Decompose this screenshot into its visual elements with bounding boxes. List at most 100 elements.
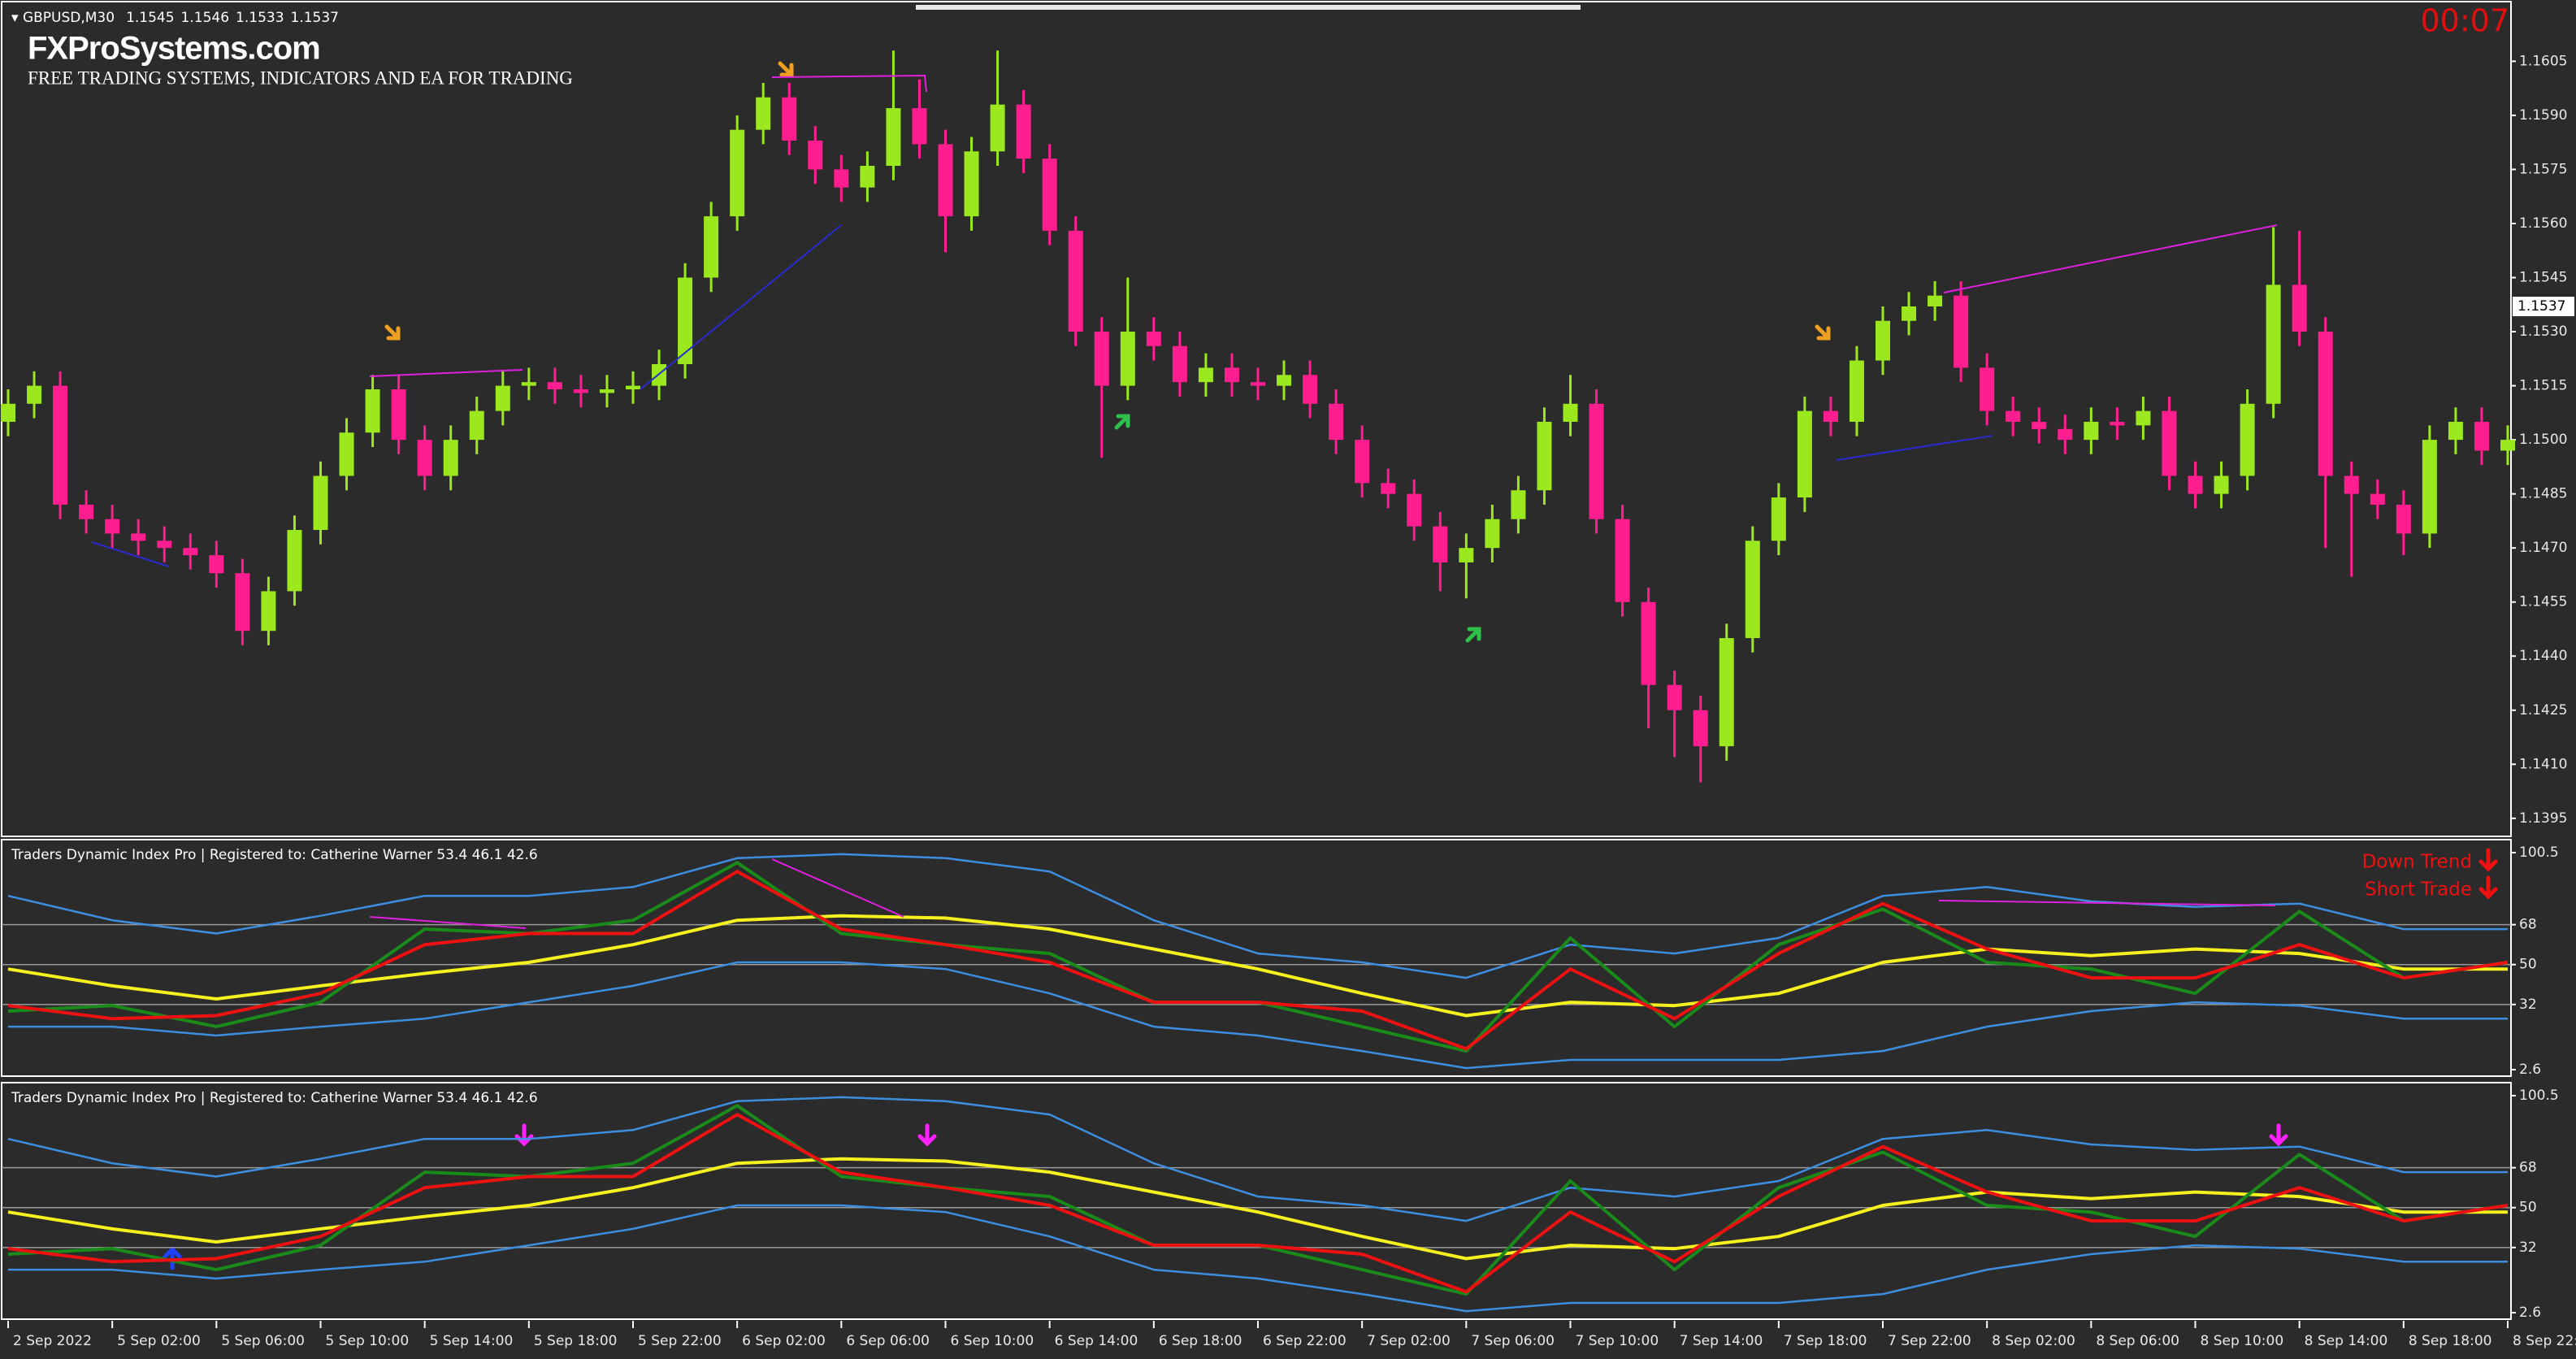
trend-line bbox=[1836, 435, 1993, 461]
symbol: ▾ GBPUSD,M30 1.1545 1.1546 1.1533 1.1537 bbox=[11, 10, 339, 26]
candle-body bbox=[521, 382, 536, 386]
panel-frame bbox=[1, 839, 2512, 1077]
y-tick-label: 2.6 bbox=[2519, 1305, 2541, 1321]
x-tick-label: 7 Sep 10:00 bbox=[1576, 1333, 1659, 1349]
indicator-line bbox=[7, 870, 2509, 1051]
candle-body bbox=[1251, 382, 1265, 386]
candle-body bbox=[1094, 332, 1109, 386]
y-tick-label: 1.1605 bbox=[2519, 53, 2567, 69]
candle-body bbox=[573, 389, 588, 393]
x-tick-label: 7 Sep 06:00 bbox=[1471, 1333, 1555, 1349]
candle-body bbox=[2266, 284, 2281, 404]
candle-body bbox=[1876, 320, 1890, 361]
y-tick-label: 32 bbox=[2519, 1240, 2537, 1256]
y-tick-label: 1.1545 bbox=[2519, 270, 2567, 286]
candle-body bbox=[1433, 526, 1448, 562]
indicator-line bbox=[7, 1113, 2509, 1294]
x-tick-label: 5 Sep 06:00 bbox=[221, 1333, 305, 1349]
candle-body bbox=[964, 151, 979, 217]
trend-line bbox=[91, 541, 170, 567]
arrow bbox=[1465, 627, 1481, 643]
y-tick-label: 1.1440 bbox=[2519, 648, 2567, 664]
trend-line bbox=[369, 369, 523, 377]
indicator-line bbox=[7, 1157, 2508, 1261]
price-tag bbox=[2513, 297, 2574, 317]
y-tick-label: 32 bbox=[2519, 996, 2537, 1013]
candle-body bbox=[417, 440, 432, 476]
y-tick-label: 1.1470 bbox=[2519, 540, 2567, 556]
candle-body bbox=[1303, 375, 1318, 404]
trend-line bbox=[640, 224, 842, 390]
candle-body bbox=[2032, 421, 2047, 429]
quote: 1.1537 bbox=[291, 10, 339, 26]
arrow bbox=[1815, 324, 1831, 341]
candle-body bbox=[1719, 638, 1734, 747]
candle-body bbox=[2084, 421, 2099, 441]
candle-body bbox=[2344, 475, 2359, 494]
y-tick-label: 1.1515 bbox=[2519, 378, 2567, 394]
arrow bbox=[1114, 414, 1130, 430]
y-tick-label: 1.1410 bbox=[2519, 756, 2567, 772]
x-tick-label: 6 Sep 02:00 bbox=[742, 1333, 826, 1349]
candle-body bbox=[1381, 483, 1396, 494]
candle-body bbox=[2188, 475, 2203, 494]
panel-frame bbox=[1, 1082, 2512, 1320]
candle-body bbox=[1563, 403, 1578, 422]
trend-line bbox=[771, 858, 904, 918]
x-tick-label: 6 Sep 10:00 bbox=[951, 1333, 1034, 1349]
symbol-name: GBPUSD,M30 bbox=[23, 10, 115, 26]
y-tick-label: 1.1395 bbox=[2519, 810, 2567, 827]
indicator-line bbox=[8, 961, 2508, 1070]
candle-body bbox=[1823, 410, 1838, 422]
signal-arrows bbox=[163, 61, 2498, 1270]
candle-body bbox=[1797, 410, 1812, 498]
y-tick-label: 2.6 bbox=[2519, 1062, 2541, 1078]
x-tick-label: 2 Sep 2022 bbox=[13, 1333, 92, 1349]
candle-body bbox=[183, 548, 198, 556]
candle-body bbox=[912, 108, 927, 145]
candle-body bbox=[1485, 519, 1500, 549]
x-tick-label: 6 Sep 06:00 bbox=[846, 1333, 930, 1349]
candle-body bbox=[2500, 440, 2515, 451]
candle-body bbox=[1277, 375, 1292, 386]
x-tick-label: 7 Sep 14:00 bbox=[1680, 1333, 1763, 1349]
candle-body bbox=[1459, 548, 1474, 562]
candle-body bbox=[1016, 104, 1031, 159]
y-tick-label: 1.1575 bbox=[2519, 161, 2567, 177]
brand: FXProSystems.com bbox=[28, 31, 320, 67]
candle-body bbox=[1146, 332, 1161, 346]
candle-body bbox=[626, 385, 640, 390]
candle-body bbox=[2292, 284, 2307, 332]
y-tick-label: 1.1425 bbox=[2519, 702, 2567, 719]
candle-body bbox=[1172, 345, 1187, 383]
candle-body bbox=[157, 541, 172, 549]
candle-body bbox=[2214, 475, 2229, 494]
trend-line bbox=[771, 74, 927, 93]
trend-line bbox=[1938, 900, 2276, 906]
candle-body bbox=[1615, 519, 1630, 602]
y-tick-label: 50 bbox=[2519, 1200, 2537, 1216]
y-tick-label: 68 bbox=[2519, 1160, 2537, 1176]
candle-body bbox=[2422, 440, 2437, 534]
candle-body bbox=[1068, 230, 1083, 332]
candle-body bbox=[1511, 490, 1526, 519]
indicator-line bbox=[7, 853, 2508, 979]
candle-body bbox=[2162, 410, 2177, 476]
y-tick-label: 1.1560 bbox=[2519, 215, 2567, 232]
dropdown-icon[interactable]: ▾ bbox=[11, 10, 23, 26]
candle-body bbox=[1771, 497, 1786, 541]
indicator-line bbox=[8, 1204, 2508, 1313]
candle-body bbox=[443, 440, 458, 476]
annotation: Short Trade bbox=[2365, 879, 2472, 901]
candle-body bbox=[599, 389, 614, 393]
y-tick-label: 1.1455 bbox=[2519, 594, 2567, 610]
scroll-bar[interactable] bbox=[916, 5, 1581, 10]
indicator-line bbox=[7, 1096, 2508, 1222]
timer: 00:07 bbox=[2420, 3, 2509, 39]
x-tick-label: 5 Sep 22:00 bbox=[638, 1333, 722, 1349]
candle-body bbox=[2006, 410, 2021, 422]
y-tick-label: 1.1590 bbox=[2519, 107, 2567, 124]
candle-body bbox=[2318, 332, 2333, 476]
candle-body bbox=[2240, 403, 2255, 476]
